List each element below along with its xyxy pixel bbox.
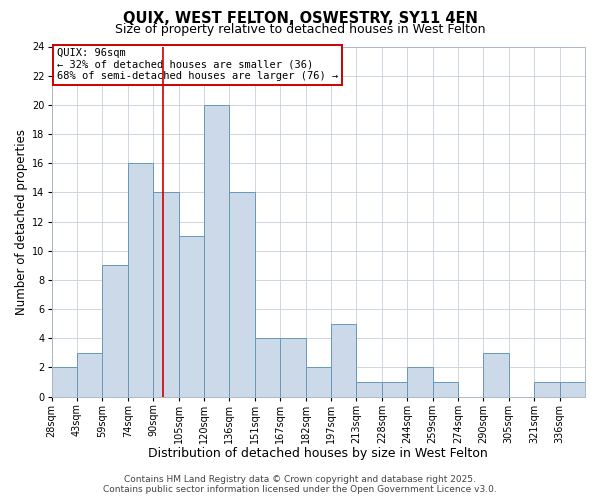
Bar — [356, 382, 382, 396]
Text: Size of property relative to detached houses in West Felton: Size of property relative to detached ho… — [115, 22, 485, 36]
Bar — [534, 382, 560, 396]
Text: QUIX: 96sqm
← 32% of detached houses are smaller (36)
68% of semi-detached house: QUIX: 96sqm ← 32% of detached houses are… — [57, 48, 338, 82]
Bar — [280, 338, 305, 396]
Y-axis label: Number of detached properties: Number of detached properties — [15, 128, 28, 314]
Bar — [179, 236, 204, 396]
Bar — [484, 353, 509, 397]
Bar — [204, 105, 229, 397]
Bar — [407, 368, 433, 396]
Bar — [433, 382, 458, 396]
Bar — [153, 192, 179, 396]
Bar — [229, 192, 255, 396]
Bar — [52, 368, 77, 396]
Bar — [382, 382, 407, 396]
Text: QUIX, WEST FELTON, OSWESTRY, SY11 4EN: QUIX, WEST FELTON, OSWESTRY, SY11 4EN — [122, 11, 478, 26]
Bar — [255, 338, 280, 396]
Text: Contains HM Land Registry data © Crown copyright and database right 2025.
Contai: Contains HM Land Registry data © Crown c… — [103, 474, 497, 494]
Bar — [77, 353, 103, 397]
Bar — [103, 266, 128, 396]
Bar — [331, 324, 356, 396]
Bar — [128, 163, 153, 396]
Bar — [305, 368, 331, 396]
X-axis label: Distribution of detached houses by size in West Felton: Distribution of detached houses by size … — [148, 447, 488, 460]
Bar — [560, 382, 585, 396]
